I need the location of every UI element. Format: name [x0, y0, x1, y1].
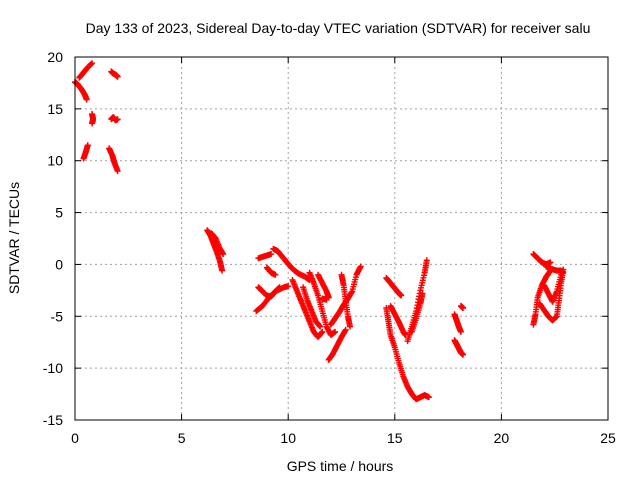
series-arc-17-1: [451, 337, 467, 358]
series-arc-06-1: [208, 230, 227, 258]
data-point: [317, 323, 324, 330]
data-point: [272, 271, 279, 278]
data-point: [425, 394, 432, 401]
y-tick-label: -15: [43, 412, 63, 428]
plot-frame: [74, 56, 609, 421]
series-arc-00-3: [89, 111, 97, 127]
y-tick-label: 5: [55, 205, 63, 221]
series-arc-14-0: [383, 274, 405, 299]
x-tick-label: 15: [387, 430, 403, 446]
data-point: [419, 290, 426, 297]
series-arc-09-0: [255, 251, 275, 262]
x-axis-label: GPS time / hours: [287, 458, 394, 474]
data-point: [457, 328, 464, 335]
series-arc-01-0: [108, 68, 121, 80]
chart-title: Day 133 of 2023, Sidereal Day-to-day VTE…: [86, 20, 591, 36]
x-tick-label: 0: [71, 430, 79, 446]
data-point: [342, 326, 349, 333]
data-point: [347, 323, 354, 330]
x-tick-label: 5: [178, 430, 186, 446]
series-arc-11-0: [306, 269, 339, 338]
axis-ticks: 0 5 10 15 20 25 -15 -10 -5 0 5 10 15 20: [43, 49, 616, 446]
data-point: [332, 328, 339, 335]
series-arc-22-1: [541, 271, 565, 305]
series-arc-12-2: [338, 271, 354, 330]
x-tick-label: 25: [600, 430, 616, 446]
y-tick-label: 15: [47, 101, 63, 117]
data-point: [357, 263, 364, 270]
data-point: [285, 283, 292, 290]
series-arc-08-2: [263, 264, 279, 278]
data-points: [72, 60, 567, 403]
data-point: [423, 257, 430, 264]
series-arc-22-2: [543, 263, 567, 276]
x-tick-label: 10: [280, 430, 296, 446]
series-arc-11-1: [315, 271, 332, 301]
series-arc-08-1: [255, 284, 283, 300]
series-arc-16-1: [408, 290, 426, 335]
y-axis-label: SDTVAR / TECUs: [6, 182, 22, 294]
data-point: [560, 269, 567, 276]
series-arc-00-1: [76, 60, 96, 81]
x-tick-label: 20: [494, 430, 510, 446]
series-arc-12-0: [325, 326, 349, 363]
data-point: [460, 304, 467, 311]
data-point: [268, 251, 275, 258]
grid: [75, 57, 608, 420]
data-point: [89, 120, 96, 127]
data-point: [114, 168, 121, 175]
data-point: [89, 60, 96, 67]
series-arc-15-0: [387, 302, 409, 338]
data-point: [460, 351, 467, 358]
series-arc-10-0: [289, 276, 326, 341]
series-arc-13-0: [319, 295, 330, 303]
series-arc-00-2: [80, 142, 91, 162]
data-point: [276, 284, 283, 291]
data-point: [114, 73, 121, 80]
data-point: [547, 259, 554, 266]
data-point: [114, 116, 121, 123]
y-tick-label: 10: [47, 153, 63, 169]
data-point: [323, 296, 330, 303]
series-arc-17-2: [457, 302, 467, 311]
data-point: [319, 328, 326, 335]
plot-border: [74, 56, 609, 421]
data-point: [83, 96, 90, 103]
data-point: [84, 142, 91, 149]
series-arc-01-2: [106, 145, 121, 175]
series-arc-01-1: [108, 114, 121, 124]
data-point: [220, 251, 227, 258]
data-point: [219, 267, 226, 274]
y-tick-label: -5: [51, 308, 64, 324]
y-tick-label: -10: [43, 360, 63, 376]
data-point: [398, 292, 405, 299]
series-arc-09-1: [270, 245, 313, 283]
y-tick-label: 0: [55, 256, 63, 272]
series-arc-10-1: [300, 284, 324, 330]
series-arc-14-1: [383, 304, 432, 403]
series-arc-17-0: [451, 311, 464, 335]
y-tick-label: 20: [47, 49, 63, 65]
